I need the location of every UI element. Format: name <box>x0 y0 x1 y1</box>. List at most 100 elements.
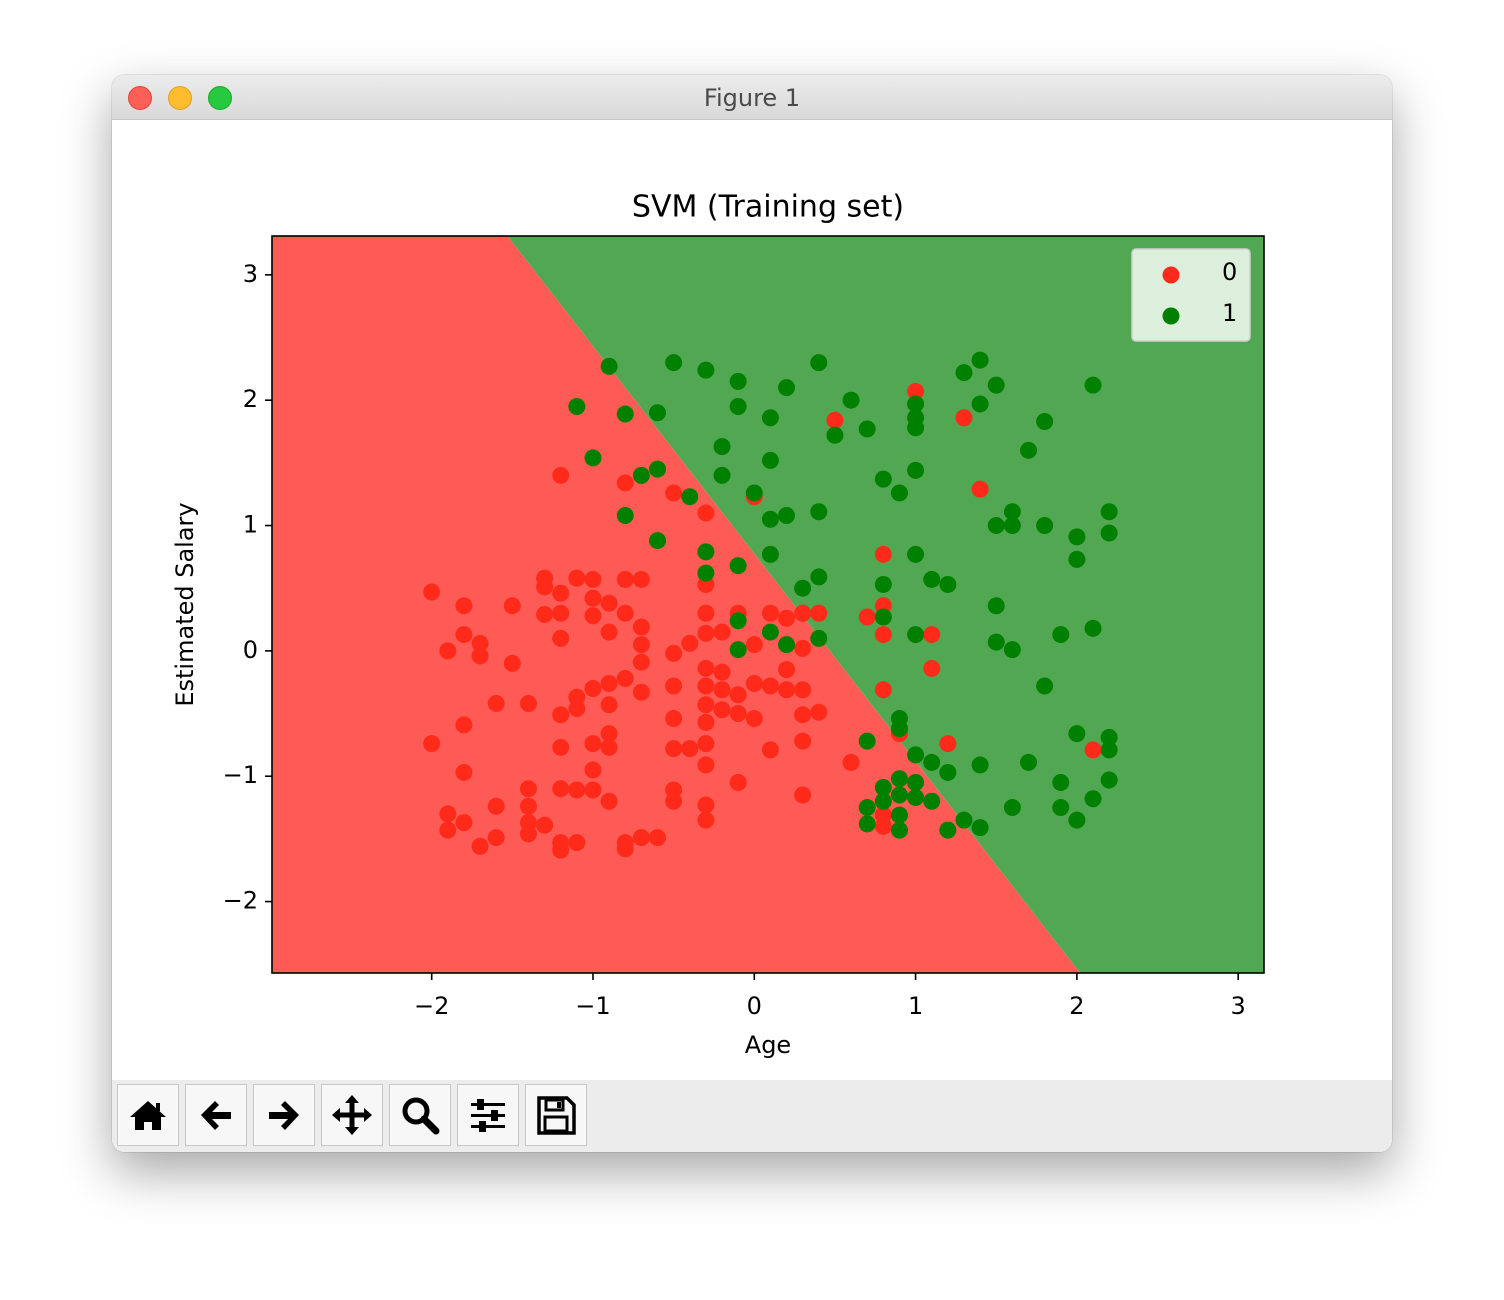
data-point <box>1084 376 1102 394</box>
data-point <box>1052 773 1070 791</box>
data-point <box>584 607 602 625</box>
data-point <box>455 763 473 781</box>
data-point <box>519 825 537 843</box>
data-point <box>745 636 763 654</box>
home-button[interactable] <box>117 1084 179 1146</box>
data-point <box>729 557 747 575</box>
forward-button[interactable] <box>253 1084 315 1146</box>
window-title: Figure 1 <box>703 84 801 112</box>
data-point <box>568 834 586 852</box>
y-tick-label: −2 <box>223 887 258 915</box>
data-point <box>665 484 683 502</box>
data-point <box>939 821 957 839</box>
data-point <box>681 634 699 652</box>
data-point <box>423 583 441 601</box>
data-point <box>971 819 989 837</box>
data-point <box>697 659 715 677</box>
configure-button[interactable] <box>457 1084 519 1146</box>
data-point <box>1068 528 1086 546</box>
data-point <box>858 732 876 750</box>
data-point <box>729 773 747 791</box>
zoom-button[interactable] <box>208 86 232 110</box>
data-point <box>1084 790 1102 808</box>
data-point <box>907 746 925 764</box>
forward-icon <box>269 1101 299 1130</box>
data-point <box>1100 728 1118 746</box>
save-icon <box>537 1096 576 1135</box>
data-point <box>810 703 828 721</box>
data-point <box>1036 413 1054 431</box>
data-point <box>697 756 715 774</box>
data-point <box>761 451 779 469</box>
data-point <box>874 545 892 563</box>
data-point <box>907 626 925 644</box>
data-point <box>471 837 489 855</box>
data-point <box>1068 725 1086 743</box>
data-point <box>649 460 667 478</box>
data-point <box>665 740 683 758</box>
data-point <box>907 461 925 479</box>
data-point <box>1036 677 1054 695</box>
data-point <box>1084 741 1102 759</box>
data-point <box>890 484 908 502</box>
y-tick-label: 2 <box>243 385 258 413</box>
back-icon <box>201 1101 231 1130</box>
data-point <box>713 623 731 641</box>
data-point <box>697 696 715 714</box>
data-point <box>842 391 860 409</box>
data-point <box>455 716 473 734</box>
data-point <box>536 606 554 624</box>
data-point <box>955 409 973 427</box>
close-button[interactable] <box>128 86 152 110</box>
data-point <box>1052 626 1070 644</box>
data-point <box>794 681 812 699</box>
data-point <box>987 633 1005 651</box>
minimize-button[interactable] <box>168 86 192 110</box>
legend-label: 1 <box>1222 299 1237 327</box>
data-point <box>423 735 441 753</box>
data-point <box>697 677 715 695</box>
home-icon <box>130 1101 166 1130</box>
data-point <box>697 361 715 379</box>
data-point <box>1020 441 1038 459</box>
data-point <box>907 395 925 413</box>
data-point <box>632 618 650 636</box>
data-point <box>1100 741 1118 759</box>
data-point <box>1052 799 1070 817</box>
data-point <box>826 411 844 429</box>
back-button[interactable] <box>185 1084 247 1146</box>
legend: 01 <box>1131 248 1251 342</box>
data-point <box>713 681 731 699</box>
data-point <box>439 642 457 660</box>
y-axis-label: Estimated Salary <box>171 502 199 706</box>
zoom-rect-button[interactable] <box>389 1084 451 1146</box>
data-point <box>745 710 763 728</box>
pan-button[interactable] <box>321 1084 383 1146</box>
data-point <box>600 674 618 692</box>
data-point <box>584 735 602 753</box>
data-point <box>923 570 941 588</box>
data-point <box>810 604 828 622</box>
save-button[interactable] <box>525 1084 587 1146</box>
zoom-icon <box>402 1097 440 1135</box>
data-point <box>923 753 941 771</box>
data-point <box>632 466 650 484</box>
data-point <box>826 426 844 444</box>
data-point <box>1100 503 1118 521</box>
data-point <box>794 639 812 657</box>
data-point <box>487 829 505 847</box>
data-point <box>1003 503 1021 521</box>
data-point <box>729 372 747 390</box>
data-point <box>632 570 650 588</box>
data-point <box>503 597 521 615</box>
data-point <box>600 792 618 810</box>
data-point <box>890 821 908 839</box>
data-point <box>778 661 796 679</box>
data-point <box>794 706 812 724</box>
data-point <box>778 636 796 654</box>
data-point <box>729 397 747 415</box>
data-point <box>600 696 618 714</box>
data-point <box>1003 517 1021 535</box>
plot-area: SVM (Training set) Age Estimated Salary −2 −… <box>171 190 1265 1059</box>
data-point <box>890 720 908 738</box>
